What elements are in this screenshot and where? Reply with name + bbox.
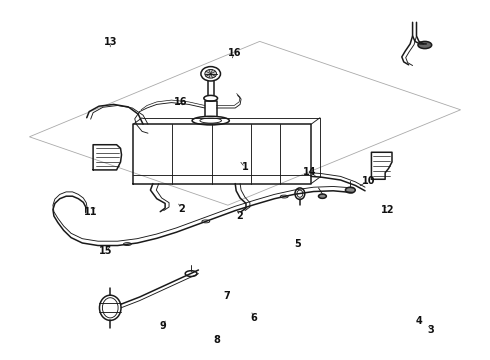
Ellipse shape — [205, 69, 217, 78]
Text: 5: 5 — [294, 239, 301, 249]
Text: 14: 14 — [303, 167, 317, 177]
Text: 2: 2 — [178, 204, 185, 214]
Text: 12: 12 — [381, 204, 395, 215]
Text: 16: 16 — [227, 48, 241, 58]
Text: 3: 3 — [428, 325, 435, 336]
Text: 10: 10 — [362, 176, 375, 186]
Ellipse shape — [345, 187, 355, 193]
Text: 2: 2 — [237, 211, 244, 221]
Ellipse shape — [318, 194, 326, 198]
Text: 7: 7 — [223, 291, 230, 301]
Text: 16: 16 — [173, 96, 187, 107]
Text: 4: 4 — [416, 316, 422, 326]
Text: 6: 6 — [250, 312, 257, 323]
Text: 13: 13 — [103, 37, 117, 48]
Text: 15: 15 — [98, 246, 112, 256]
Text: 8: 8 — [213, 335, 220, 345]
Text: 11: 11 — [84, 207, 98, 217]
Text: 1: 1 — [242, 162, 248, 172]
Ellipse shape — [418, 41, 432, 49]
Text: 9: 9 — [159, 321, 166, 331]
